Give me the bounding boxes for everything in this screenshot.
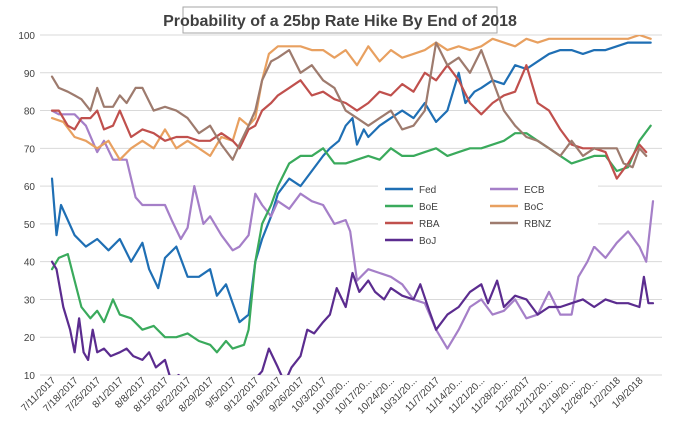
legend-label-ecb: ECB [524,185,545,196]
x-axis-ticks: 7/11/20177/18/20177/25/20178/1/20178/8/2… [19,375,645,417]
y-tick-label: 50 [24,220,36,231]
y-tick-label: 60 [24,182,36,193]
legend-background [378,178,598,246]
y-axis-ticks: 10 20 30 40 50 60 70 80 90 100 [18,31,35,382]
legend-label-fed: Fed [419,185,436,196]
series-line-fed [50,41,652,324]
y-tick-label: 100 [18,31,35,42]
series-line-rba [50,64,648,180]
series-lines [50,35,655,375]
legend-label-rba: RBA [419,219,440,230]
y-tick-label: 10 [24,371,36,382]
legend-label-boc: BoC [524,202,543,213]
y-tick-label: 40 [24,258,36,269]
series-line-boj [50,260,655,375]
series-line-rbnz [50,41,648,169]
y-tick-label: 70 [24,144,36,155]
legend-label-boe: BoE [419,202,438,213]
legend: Fed ECB BoE BoC RBA RBNZ BoJ [378,178,598,247]
y-tick-label: 90 [24,69,36,80]
y-tick-label: 80 [24,107,36,118]
chart-title-box: Probability of a 25bp Rate Hike By End o… [163,6,517,34]
legend-label-boj: BoJ [419,236,436,247]
chart-title: Probability of a 25bp Rate Hike By End o… [163,13,517,30]
series-line-boc [50,35,652,161]
y-tick-label: 20 [24,333,36,344]
legend-label-rbnz: RBNZ [524,219,551,230]
y-tick-label: 30 [24,295,36,306]
gridlines [40,34,662,376]
